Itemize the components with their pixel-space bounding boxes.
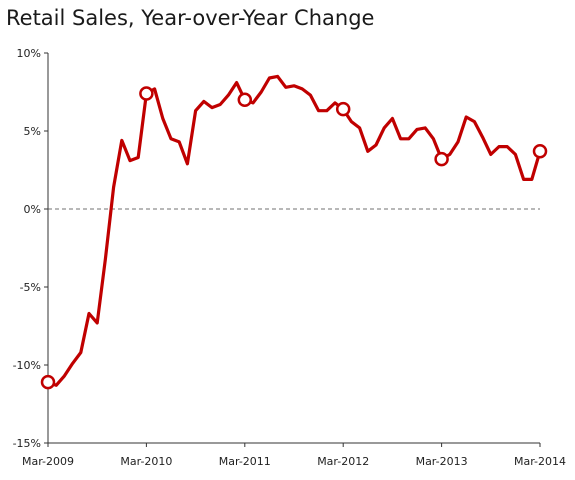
data-point-marker xyxy=(532,144,548,159)
data-point-marker xyxy=(139,86,154,101)
chart-title: Retail Sales, Year-over-Year Change xyxy=(6,6,375,30)
data-point-marker xyxy=(434,151,449,167)
data-point-marker xyxy=(335,101,351,117)
x-tick-label: Mar-2010 xyxy=(120,455,172,468)
y-tick-label: 0% xyxy=(24,203,41,216)
y-tick-label: -5% xyxy=(20,281,41,294)
x-tick-label: Mar-2009 xyxy=(22,455,74,468)
y-tick-label: 5% xyxy=(24,125,41,138)
y-tick-label: 10% xyxy=(17,47,41,60)
x-tick-label: Mar-2013 xyxy=(416,455,468,468)
x-tick-label: Mar-2014 xyxy=(514,455,566,468)
x-tick-label: Mar-2011 xyxy=(219,455,271,468)
data-point-marker xyxy=(237,92,253,108)
x-tick-label: Mar-2012 xyxy=(317,455,369,468)
series-line xyxy=(46,74,542,387)
data-point-marker xyxy=(40,374,56,390)
y-tick-label: -10% xyxy=(13,359,41,372)
y-tick-label: -15% xyxy=(13,437,41,450)
